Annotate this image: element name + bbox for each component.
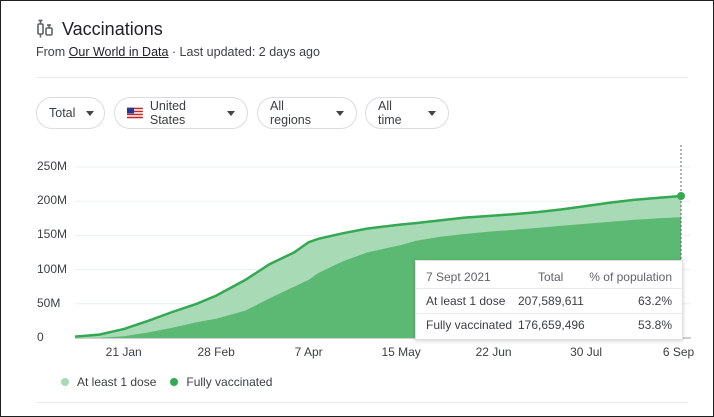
metric-filter[interactable]: Total: [36, 97, 105, 129]
chevron-down-icon: [428, 110, 436, 116]
chart-tooltip: 7 Sept 2021 Total % of population At lea…: [415, 260, 683, 340]
hover-point-marker: [677, 192, 685, 201]
chevron-down-icon: [86, 110, 95, 116]
chevron-down-icon: [336, 110, 344, 116]
tooltip-divider: [416, 288, 682, 289]
tooltip-row-total: 207,589,611: [518, 294, 584, 308]
chart-legend: At least 1 dose Fully vaccinated: [61, 375, 272, 389]
time-filter[interactable]: All time: [365, 97, 449, 129]
x-tick-label: 15 May: [381, 345, 421, 359]
source-line: From Our World in Data · Last updated: 2…: [36, 45, 320, 59]
top-divider: [36, 77, 688, 78]
card-title: Vaccinations: [62, 18, 163, 39]
source-prefix: From: [36, 45, 69, 59]
bottom-divider: [36, 402, 688, 403]
tooltip-col-pct: % of population: [589, 270, 672, 284]
tooltip-row-pct: 63.2%: [637, 294, 672, 308]
time-filter-label: All time: [378, 99, 402, 127]
regions-filter-label: All regions: [270, 99, 311, 127]
tooltip-date: 7 Sept 2021: [426, 270, 491, 284]
x-tick-label: 30 Jul: [570, 345, 603, 359]
tooltip-header: 7 Sept 2021 Total % of population: [426, 270, 672, 284]
country-filter[interactable]: United States: [114, 97, 248, 129]
tooltip-row-one-dose: At least 1 dose 207,589,611 63.2%: [426, 294, 672, 308]
legend-label-fully: Fully vaccinated: [186, 375, 273, 389]
country-filter-label: United States: [149, 99, 186, 127]
x-tick-label: 28 Feb: [197, 345, 235, 359]
legend-label-one-dose: At least 1 dose: [77, 375, 157, 389]
y-tick-label: 250M: [37, 159, 68, 173]
tooltip-row-total: 176,659,496: [518, 318, 585, 332]
y-tick-label: 150M: [37, 227, 68, 242]
y-tick-label: 100M: [37, 261, 68, 276]
legend-swatch-one-dose: [61, 378, 69, 386]
series-line-one-dose: [74, 194, 682, 338]
tooltip-row-label: At least 1 dose: [426, 294, 506, 308]
tooltip-divider: [416, 313, 682, 314]
x-tick-label: 7 Apr: [294, 345, 323, 359]
source-link[interactable]: Our World in Data: [68, 45, 169, 59]
x-tick-label: 22 Jun: [475, 345, 512, 359]
card-header: Vaccinations: [36, 17, 163, 41]
us-flag-icon: [127, 107, 143, 119]
x-tick-label: 21 Jan: [105, 345, 142, 359]
legend-swatch-fully: [170, 378, 179, 386]
last-updated: · Last updated: 2 days ago: [168, 45, 320, 59]
syringe-icon: [37, 19, 53, 38]
regions-filter[interactable]: All regions: [257, 97, 357, 129]
y-tick-label: 50M: [37, 295, 61, 310]
tooltip-row-label: Fully vaccinated: [426, 318, 513, 332]
y-tick-label: 0: [37, 330, 44, 344]
metric-filter-label: Total: [49, 106, 76, 120]
tooltip-col-total: Total: [538, 270, 564, 284]
x-tick-label: 6 Sep: [662, 345, 695, 359]
y-tick-label: 200M: [37, 193, 68, 208]
tooltip-row-fully: Fully vaccinated 176,659,496 53.8%: [426, 318, 672, 332]
chevron-down-icon: [227, 110, 235, 116]
tooltip-row-pct: 53.8%: [637, 318, 672, 332]
